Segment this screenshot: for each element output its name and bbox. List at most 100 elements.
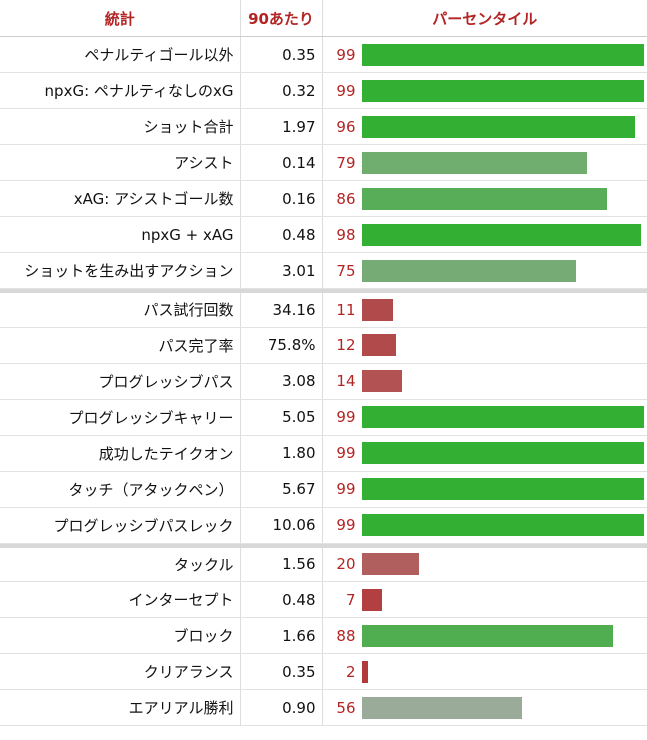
table-row: アシスト 0.14 79 xyxy=(0,144,647,181)
percentile-bar xyxy=(361,588,382,611)
percentile-bar-track xyxy=(361,660,644,683)
stat-label: エアリアル勝利 xyxy=(0,689,240,726)
table-row: 成功したテイクオン 1.80 99 xyxy=(0,435,647,472)
percentile-bar-track xyxy=(361,115,644,138)
percentile-value: 79 xyxy=(336,153,356,172)
per90-value: 0.90 xyxy=(239,689,323,726)
header-stat[interactable]: 統計 xyxy=(0,0,240,37)
percentile-value: 96 xyxy=(336,117,356,136)
percentile-value: 2 xyxy=(345,662,356,681)
percentile-cell: 99 xyxy=(322,435,647,472)
percentile-value: 99 xyxy=(336,444,356,462)
percentile-bar-track xyxy=(361,370,644,392)
group-separator xyxy=(0,287,647,293)
stat-label: xAG: アシストゴール数 xyxy=(0,180,240,217)
percentile-cell: 20 xyxy=(322,545,647,582)
stat-label: プログレッシブキャリー xyxy=(0,399,240,436)
per90-value: 5.05 xyxy=(239,399,323,436)
percentile-bar xyxy=(361,223,641,246)
percentile-value: 99 xyxy=(336,81,356,100)
per90-value: 3.08 xyxy=(239,363,323,400)
stat-label: インターセプト xyxy=(0,581,240,618)
percentile-cell: 99 xyxy=(322,36,647,73)
stat-label: クリアランス xyxy=(0,653,240,690)
stat-label: プログレッシブパスレック xyxy=(0,507,240,544)
percentile-cell: 2 xyxy=(322,653,647,690)
percentile-cell: 14 xyxy=(322,363,647,400)
percentile-cell: 56 xyxy=(322,689,647,726)
percentile-value: 99 xyxy=(336,480,356,498)
percentile-bar-track xyxy=(361,151,644,174)
percentile-bar xyxy=(361,115,635,138)
header-percentile[interactable]: パーセンタイル xyxy=(322,0,647,37)
header-per90[interactable]: 90あたり xyxy=(239,0,323,37)
percentile-bar-track xyxy=(361,442,644,464)
percentile-bar-track xyxy=(361,298,644,321)
percentile-bar-track xyxy=(361,696,644,719)
percentile-bar xyxy=(361,259,576,282)
percentile-cell: 88 xyxy=(322,617,647,654)
table-row: プログレッシブパス 3.08 14 xyxy=(0,363,647,400)
percentile-cell: 12 xyxy=(322,327,647,364)
percentile-bar xyxy=(361,514,644,536)
percentile-value: 86 xyxy=(336,189,356,208)
table-row: プログレッシブキャリー 5.05 99 xyxy=(0,399,647,436)
percentile-cell: 99 xyxy=(322,399,647,436)
group-separator-cell xyxy=(0,287,647,293)
percentile-cell: 7 xyxy=(322,581,647,618)
percentile-bar xyxy=(361,696,522,719)
per90-value: 0.48 xyxy=(239,216,323,253)
percentile-bar xyxy=(361,553,419,576)
stat-label: ショット合計 xyxy=(0,108,240,145)
percentile-bar-track xyxy=(361,514,644,536)
percentile-bar xyxy=(361,370,402,392)
percentile-bar-track xyxy=(361,553,644,576)
percentile-value: 99 xyxy=(336,408,356,426)
header-row: 統計 90あたり パーセンタイル xyxy=(0,0,647,37)
percentile-bar-track xyxy=(361,624,644,647)
percentile-bar xyxy=(361,660,368,683)
per90-value: 1.56 xyxy=(239,545,323,582)
per90-value: 1.97 xyxy=(239,108,323,145)
table-row: xAG: アシストゴール数 0.16 86 xyxy=(0,180,647,217)
percentile-value: 88 xyxy=(336,626,356,645)
percentile-bar-track xyxy=(361,223,644,246)
percentile-cell: 99 xyxy=(322,72,647,109)
stat-label: ブロック xyxy=(0,617,240,654)
per90-value: 0.35 xyxy=(239,653,323,690)
percentile-bar xyxy=(361,624,613,647)
percentile-cell: 11 xyxy=(322,291,647,328)
percentile-bar xyxy=(361,187,607,210)
percentile-bar xyxy=(361,406,644,428)
table-row: インターセプト 0.48 7 xyxy=(0,581,647,618)
percentile-cell: 99 xyxy=(322,507,647,544)
stat-label: アシスト xyxy=(0,144,240,181)
per90-value: 0.14 xyxy=(239,144,323,181)
percentile-bar-track xyxy=(361,187,644,210)
percentile-value: 12 xyxy=(336,336,356,354)
stats-body: ペナルティゴール以外 0.35 99 npxG: ペナルティなしのxG 0.32 99 ショ… xyxy=(0,36,647,726)
per90-value: 1.80 xyxy=(239,435,323,472)
table-row: エアリアル勝利 0.90 56 xyxy=(0,689,647,726)
percentile-value: 98 xyxy=(336,225,356,244)
percentile-cell: 79 xyxy=(322,144,647,181)
table-row: ショットを生み出すアクション 3.01 75 xyxy=(0,252,647,289)
stat-label: npxG: ペナルティなしのxG xyxy=(0,72,240,109)
stat-label: ペナルティゴール以外 xyxy=(0,36,240,73)
stat-label: タッチ（アタックペン） xyxy=(0,471,240,508)
percentile-bar xyxy=(361,334,396,356)
per90-value: 5.67 xyxy=(239,471,323,508)
group-separator xyxy=(0,542,647,548)
per90-value: 34.16 xyxy=(239,291,323,328)
group-separator-cell xyxy=(0,542,647,548)
percentile-value: 14 xyxy=(336,372,356,390)
per90-value: 0.16 xyxy=(239,180,323,217)
percentile-value: 56 xyxy=(336,698,356,717)
percentile-bar-track xyxy=(361,79,644,102)
percentile-cell: 99 xyxy=(322,471,647,508)
per90-value: 0.48 xyxy=(239,581,323,618)
percentile-value: 99 xyxy=(336,45,356,64)
table-row: クリアランス 0.35 2 xyxy=(0,653,647,690)
table-row: パス試行回数 34.16 11 xyxy=(0,291,647,328)
